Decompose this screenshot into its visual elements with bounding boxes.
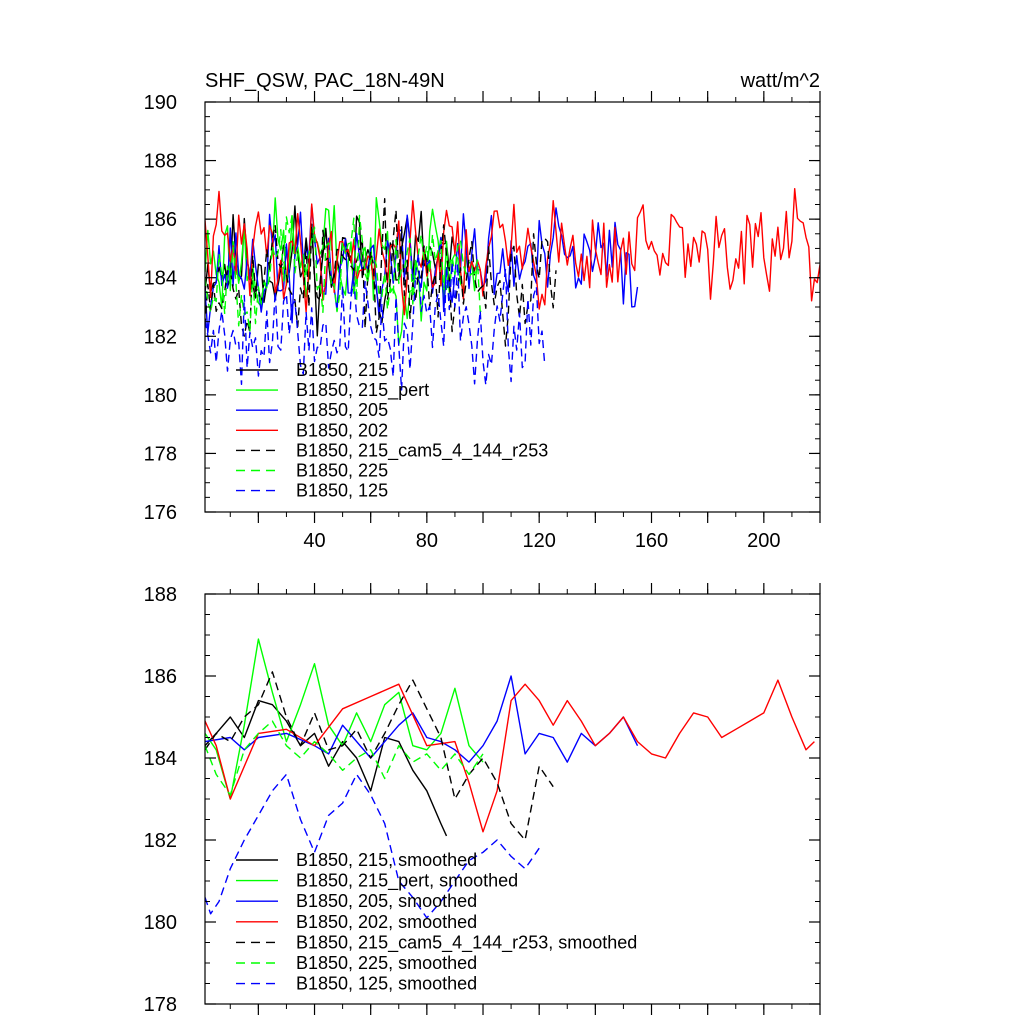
y-tick-label-1-3: 184 (144, 748, 177, 770)
series-line-1-5 (205, 720, 484, 796)
x-tick-label-0: 40 (303, 530, 325, 552)
legend-label-1-6: B1850, 125, smoothed (296, 974, 477, 994)
legend-label-1-1: B1850, 215_pert, smoothed (296, 871, 518, 892)
legend-label-1-2: B1850, 205, smoothed (296, 891, 477, 911)
series-line-1-4 (205, 671, 554, 841)
y-tick-label-1-4: 186 (144, 666, 177, 688)
legend-label-1-4: B1850, 215_cam5_4_144_r253, smoothed (296, 932, 637, 953)
y-tick-label-0-5: 186 (144, 209, 177, 231)
x-tick-label-1: 80 (416, 530, 438, 552)
legend-label-1-3: B1850, 202, smoothed (296, 912, 477, 932)
y-tick-label-0-7: 190 (144, 92, 177, 114)
y-tick-label-1-0: 178 (144, 994, 177, 1016)
series-line-1-1 (205, 638, 484, 800)
legend-label-0-3: B1850, 202 (296, 420, 388, 440)
legend-label-0-5: B1850, 225 (296, 461, 388, 481)
legend-label-1-5: B1850, 225, smoothed (296, 953, 477, 973)
legend-label-1-0: B1850, 215, smoothed (296, 850, 477, 870)
y-tick-label-0-0: 176 (144, 502, 177, 524)
legend-label-0-6: B1850, 125 (296, 481, 388, 501)
x-tick-label-2: 120 (522, 530, 555, 552)
y-tick-label-1-1: 180 (144, 912, 177, 934)
legend-label-0-4: B1850, 215_cam5_4_144_r253 (296, 440, 548, 461)
y-tick-label-0-3: 182 (144, 326, 177, 348)
x-tick-label-3: 160 (635, 530, 668, 552)
legend-label-0-0: B1850, 215 (296, 360, 388, 380)
series-line-0-6 (205, 252, 546, 391)
x-tick-label-4: 200 (747, 530, 780, 552)
series-line-1-2 (205, 675, 639, 763)
series-line-0-5 (205, 214, 484, 333)
y-tick-label-0-4: 184 (144, 268, 177, 290)
series-line-0-3 (205, 188, 820, 316)
series-line-1-0 (205, 699, 448, 837)
series-line-1-3 (205, 679, 815, 833)
y-tick-label-0-2: 180 (144, 385, 177, 407)
series-line-0-4 (205, 198, 557, 347)
units-label: watt/m^2 (740, 70, 820, 92)
y-tick-label-0-1: 178 (144, 443, 177, 465)
chart-title: SHF_QSW, PAC_18N-49N (205, 70, 445, 92)
y-tick-label-1-5: 188 (144, 584, 177, 606)
top-chart-panel: 176 178 180 182 184 186 188 190 40 80 120 160 200 SHF… (144, 70, 821, 552)
legend-label-0-2: B1850, 205 (296, 400, 388, 420)
legend-label-0-1: B1850, 215_pert (296, 380, 429, 401)
y-tick-label-1-2: 182 (144, 830, 177, 852)
y-tick-label-0-6: 188 (144, 151, 177, 173)
